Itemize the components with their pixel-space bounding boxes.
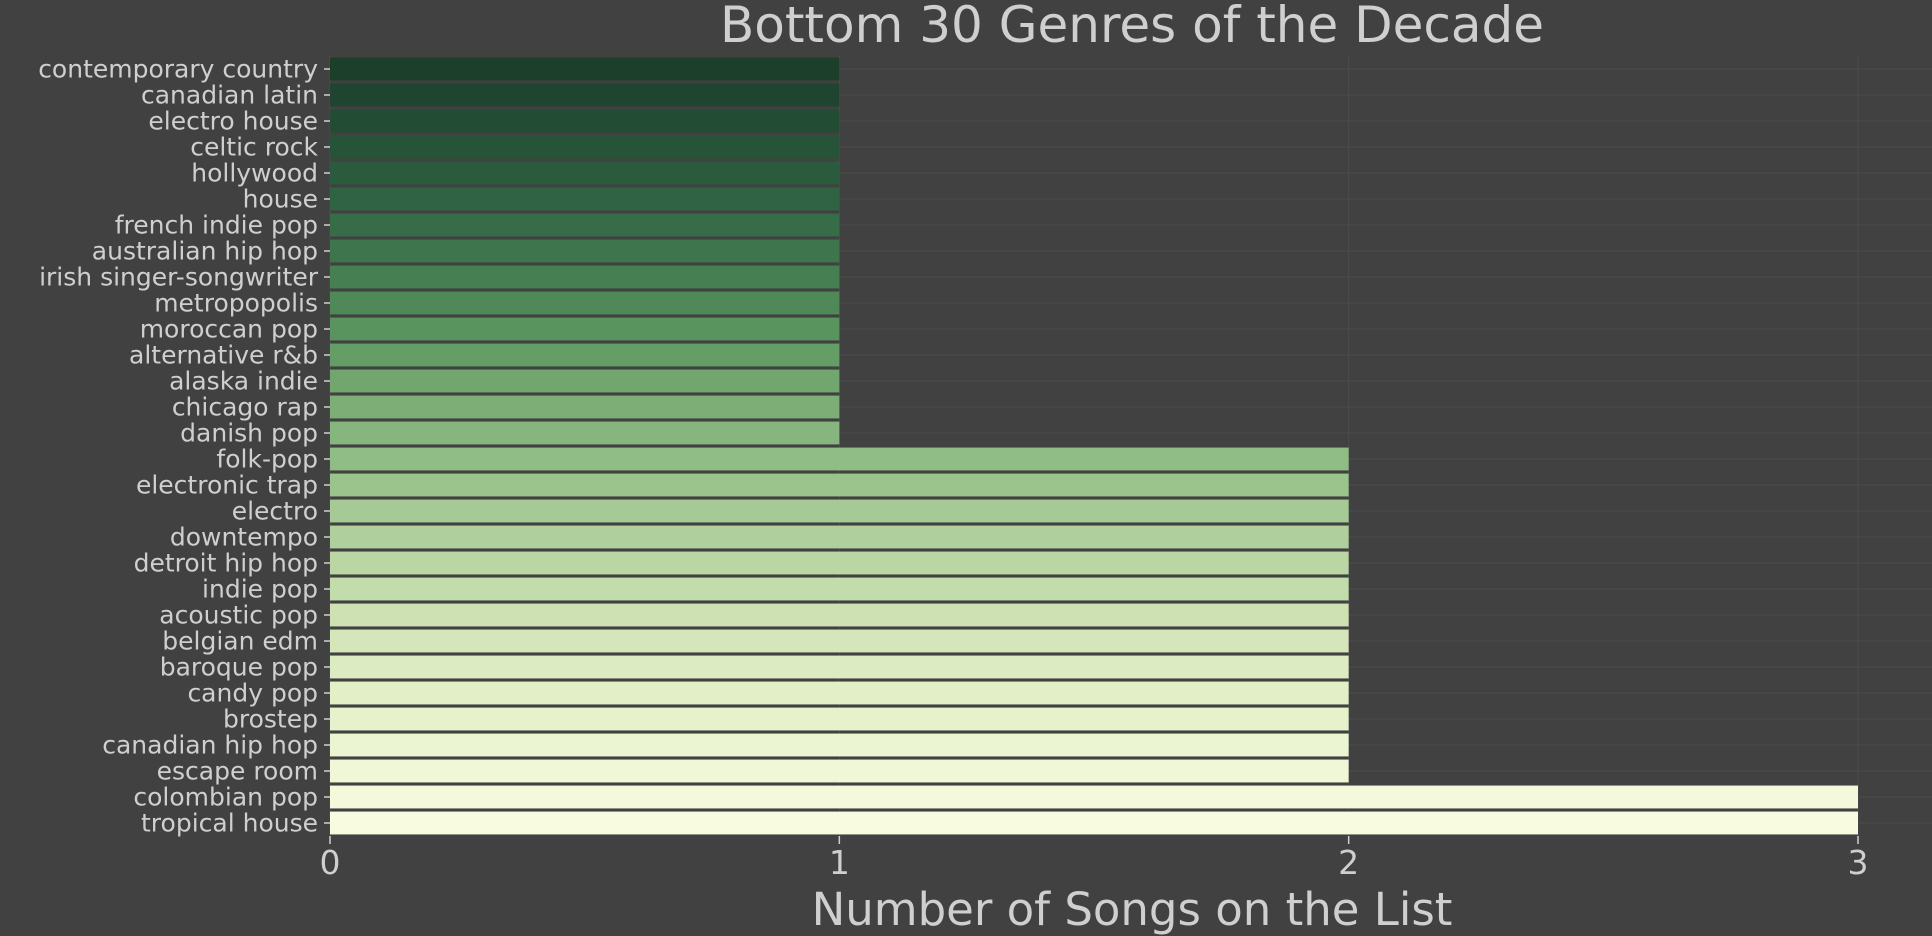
chart-title: Bottom 30 Genres of the Decade (720, 0, 1544, 54)
y-tick-label: chicago rap (172, 393, 318, 422)
bar (330, 577, 1349, 601)
x-tick-label: 0 (320, 843, 341, 882)
bar (330, 161, 840, 185)
bar (330, 551, 1349, 575)
y-tick-label: electro (232, 497, 318, 526)
y-tick-label: baroque pop (160, 653, 318, 682)
y-tick-label: canadian hip hop (102, 731, 318, 760)
bar (330, 603, 1349, 627)
bar (330, 57, 840, 81)
bar (330, 811, 1858, 835)
bar (330, 525, 1349, 549)
bar (330, 629, 1349, 653)
bar (330, 317, 840, 341)
y-tick-label: detroit hip hop (134, 549, 318, 578)
y-tick-label: house (243, 185, 318, 214)
x-axis-label: Number of Songs on the List (812, 883, 1453, 936)
x-tick-label: 2 (1338, 843, 1359, 882)
y-tick-label: colombian pop (133, 783, 318, 812)
bar (330, 759, 1349, 783)
y-tick-label: candy pop (187, 679, 318, 708)
y-tick-label: brostep (223, 705, 318, 734)
bar (330, 187, 840, 211)
x-tick-label: 3 (1848, 843, 1869, 882)
y-tick-label: french indie pop (115, 211, 318, 240)
y-tick-label: folk-pop (216, 445, 318, 474)
y-tick-label: metropopolis (154, 289, 318, 318)
bar (330, 109, 840, 133)
bar (330, 83, 840, 107)
y-tick-label: alternative r&b (129, 341, 318, 370)
y-tick-label: moroccan pop (140, 315, 318, 344)
y-tick-label: irish singer-songwriter (39, 263, 319, 292)
bar (330, 447, 1349, 471)
x-tick-label: 1 (829, 843, 850, 882)
y-tick-label: canadian latin (141, 81, 318, 110)
bar (330, 733, 1349, 757)
y-tick-label: celtic rock (190, 133, 318, 162)
y-tick-label: alaska indie (169, 367, 318, 396)
y-tick-label: danish pop (180, 419, 318, 448)
bar (330, 135, 840, 159)
y-tick-label: belgian edm (162, 627, 318, 656)
bar (330, 655, 1349, 679)
bar (330, 265, 840, 289)
bar (330, 343, 840, 367)
bar (330, 213, 840, 237)
y-tick-label: downtempo (170, 523, 318, 552)
bar (330, 395, 840, 419)
bar (330, 681, 1349, 705)
bar (330, 785, 1858, 809)
bar (330, 291, 840, 315)
y-tick-label: electro house (148, 107, 318, 136)
y-tick-label: acoustic pop (159, 601, 318, 630)
bars (330, 57, 1858, 835)
x-tick-labels: 0 1 2 3 (320, 836, 1869, 882)
y-tick-label: electronic trap (136, 471, 318, 500)
y-tick-label: contemporary country (38, 55, 318, 84)
bar (330, 239, 840, 263)
bar (330, 473, 1349, 497)
y-tick-label: escape room (157, 757, 318, 786)
y-tick-label: indie pop (202, 575, 318, 604)
bar (330, 421, 840, 445)
bar (330, 707, 1349, 731)
y-tick-label: tropical house (141, 809, 318, 838)
y-tick-label: australian hip hop (92, 237, 318, 266)
bar (330, 369, 840, 393)
y-tick-label: hollywood (191, 159, 318, 188)
bar (330, 499, 1349, 523)
